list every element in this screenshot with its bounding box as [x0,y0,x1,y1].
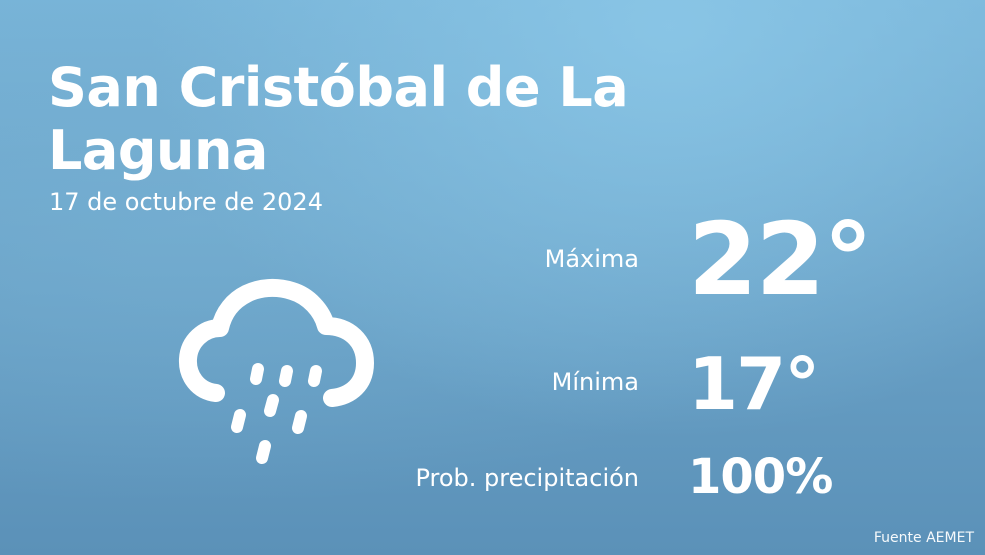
raindrop [279,365,293,387]
raindrop [264,394,279,417]
precip-prob-value: 100% [688,449,833,505]
rain-cloud-icon [179,278,374,464]
raindrop [256,440,271,464]
min-temp-label: Mínima [551,368,639,396]
precip-prob-label: Prob. precipitación [415,464,639,492]
raindrop [231,409,246,433]
min-temp-value: 17° [688,342,820,426]
max-temp-value: 22° [688,201,873,318]
raindrop [308,365,322,387]
data-source: Fuente AEMET [873,530,974,546]
raindrop [292,410,307,434]
raindrops [231,363,322,464]
forecast-date: 17 de octubre de 2024 [49,188,323,216]
max-temp-label: Máxima [544,245,639,273]
raindrop [250,363,264,385]
city-name: San Cristóbal de La Laguna [48,56,629,182]
cloud-outline [179,278,374,407]
